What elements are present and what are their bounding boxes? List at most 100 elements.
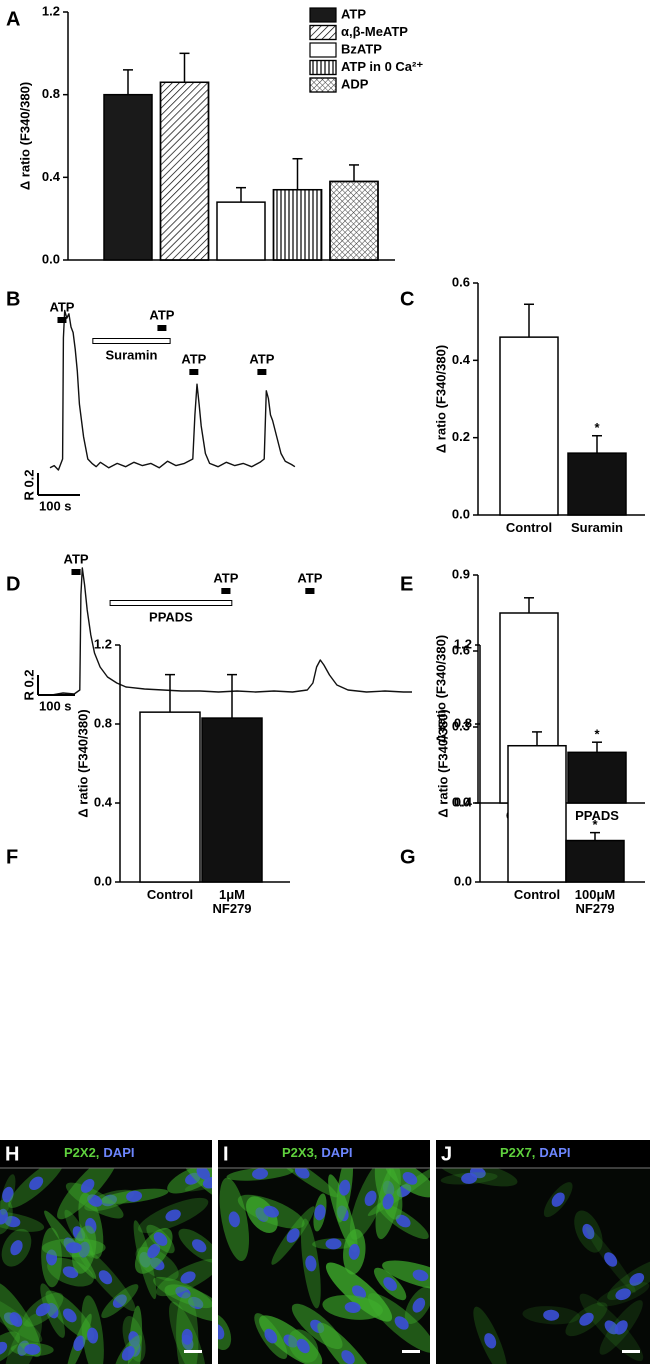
stimulus-label: ATP	[49, 299, 74, 314]
stimulus-bar	[157, 325, 167, 331]
trace	[51, 567, 412, 696]
nucleus	[126, 1190, 143, 1202]
cells	[438, 1158, 650, 1364]
y-tick-label: 0.0	[94, 873, 112, 888]
nucleus	[412, 1269, 429, 1282]
panel-letter: B	[6, 288, 20, 310]
bar	[507, 744, 567, 883]
nucleus	[296, 1338, 310, 1354]
stain-label: DAPI	[321, 1145, 352, 1160]
x-tick-label: Suramin	[570, 521, 623, 535]
legend-label: ATP	[341, 6, 366, 21]
scale-bar-y-label: R 0.2	[21, 469, 36, 500]
y-tick-label: 0.3	[452, 718, 470, 733]
nucleus	[395, 1214, 411, 1228]
y-tick-label: 1.2	[42, 3, 60, 18]
stimulus-bar	[109, 600, 233, 606]
stimulus-label: ATP	[213, 570, 238, 585]
stimulus-bar	[305, 588, 315, 594]
image-scale-bar	[184, 1350, 202, 1353]
bar	[201, 717, 263, 883]
nucleus	[604, 1252, 618, 1267]
marker-label: P2X7,	[500, 1145, 535, 1160]
nucleus	[543, 1309, 560, 1321]
nucleus	[24, 1343, 41, 1355]
y-axis-label: Δ ratio (F340/380)	[17, 82, 32, 190]
nucleus	[325, 1238, 342, 1250]
bar	[567, 452, 627, 516]
nucleus	[0, 1341, 8, 1356]
legend-label: BzATP	[341, 41, 382, 56]
marker-label: P2X2,	[64, 1145, 99, 1160]
y-tick-label: 0.2	[452, 429, 470, 444]
bar	[139, 711, 201, 883]
legend-label: ADP	[341, 76, 369, 91]
nucleus	[87, 1194, 103, 1207]
nucleus	[0, 1208, 8, 1225]
x-tick-label-box: Control	[513, 888, 561, 902]
stimulus-bar	[57, 317, 67, 323]
nucleus	[112, 1294, 127, 1308]
nucleus	[341, 1350, 355, 1364]
nucleus	[73, 1335, 86, 1351]
cells	[218, 1147, 430, 1364]
header-strip	[0, 1140, 212, 1168]
legend-swatch-pattern	[309, 59, 337, 76]
y-tick-label: 1.2	[94, 636, 112, 651]
nucleus	[351, 1285, 367, 1299]
x-tick-label: Control	[513, 888, 561, 902]
nucleus	[382, 1193, 394, 1210]
nucleus	[78, 1241, 90, 1258]
nucleus	[615, 1288, 631, 1301]
nucleus	[10, 1240, 23, 1256]
stimulus-label: ATP	[149, 307, 174, 322]
y-tick-label: 1.2	[454, 636, 472, 651]
header-strip	[218, 1140, 430, 1168]
nucleus	[98, 1270, 113, 1285]
nucleus	[264, 1328, 278, 1344]
panel-letter: G	[400, 846, 416, 868]
nucleus	[412, 1297, 426, 1313]
stimulus-label: Suramin	[105, 347, 157, 362]
x-tick-label-box: Control	[147, 888, 193, 902]
nucleus	[2, 1186, 14, 1203]
y-tick-label: 0.8	[454, 715, 472, 730]
nucleus	[202, 1177, 212, 1189]
panel-letter: A	[6, 8, 20, 30]
nucleus	[87, 1327, 99, 1344]
nucleus	[283, 1334, 298, 1348]
panel-letter: F	[6, 846, 18, 868]
bar-pattern	[159, 81, 210, 261]
image-scale-bar	[622, 1350, 640, 1353]
nucleus	[252, 1168, 269, 1180]
y-axis-label: Δ ratio (F340/380)	[75, 709, 90, 817]
stimulus-bar	[221, 588, 231, 594]
legend-swatch-pattern	[309, 77, 337, 93]
bar	[103, 93, 153, 261]
y-tick-label: 0.0	[452, 506, 470, 521]
nucleus	[383, 1277, 397, 1291]
y-tick-label: 0.9	[452, 566, 470, 581]
nucleus	[461, 1172, 478, 1184]
legend-label: ATP in 0 Ca²⁺	[341, 59, 423, 74]
y-tick-label: 0.8	[42, 86, 60, 101]
nucleus	[582, 1223, 595, 1240]
bar-pattern	[329, 180, 379, 261]
nucleus	[579, 1312, 594, 1326]
image-scale-bar	[402, 1350, 420, 1353]
x-tick-label-box: 1μM NF279	[212, 888, 251, 916]
nucleus	[286, 1228, 300, 1243]
bar-pattern	[272, 188, 323, 261]
y-tick-label: 0.6	[452, 642, 470, 657]
y-tick-label: 0.0	[454, 873, 472, 888]
stain-label: DAPI	[539, 1145, 570, 1160]
y-tick-label: 0.4	[42, 169, 61, 184]
bar	[499, 336, 559, 516]
x-tick-label: PPADS	[575, 809, 619, 823]
significance-marker: *	[594, 727, 600, 742]
nucleus	[218, 1324, 225, 1340]
x-tick-label: Control	[505, 521, 553, 535]
significance-marker: *	[592, 817, 598, 832]
